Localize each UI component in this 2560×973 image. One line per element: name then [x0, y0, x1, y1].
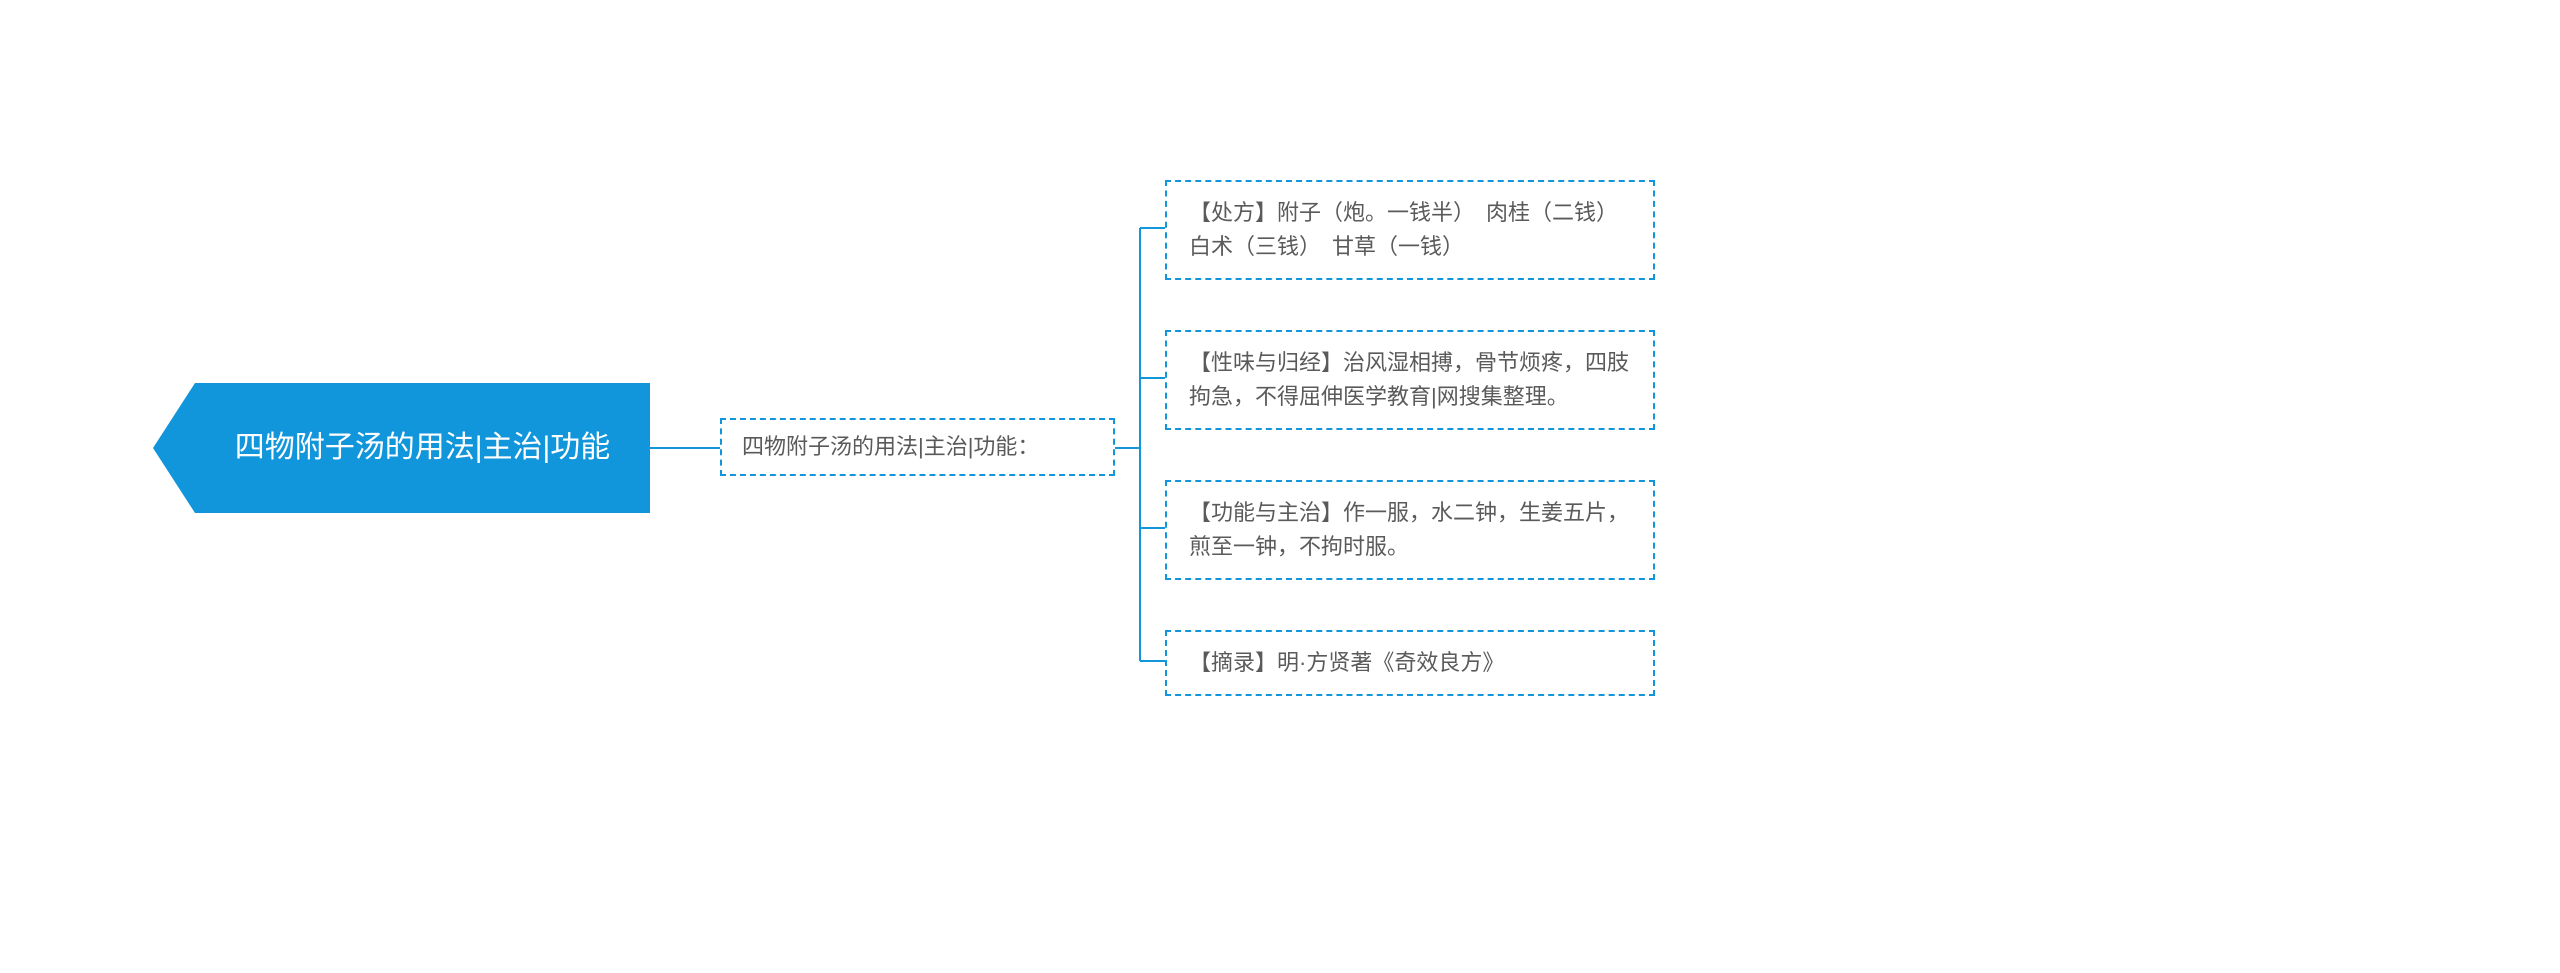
- leaf-label: 【功能与主治】作一服，水二钟，生姜五片，煎至一钟，不拘时服。: [1189, 500, 1629, 559]
- root-node-label: 四物附子汤的用法|主治|功能: [235, 424, 611, 472]
- leaf-label: 【性味与归经】治风湿相搏，骨节烦疼，四肢拘急，不得屈伸医学教育|网搜集整理。: [1189, 350, 1629, 409]
- leaf-node-nature: 【性味与归经】治风湿相搏，骨节烦疼，四肢拘急，不得屈伸医学教育|网搜集整理。: [1165, 330, 1655, 430]
- root-arrow-left: [153, 383, 195, 513]
- leaf-label: 【摘录】明·方贤著《奇效良方》: [1189, 650, 1504, 675]
- leaf-label: 【处方】附子（炮。一钱半） 肉桂（二钱） 白术（三钱） 甘草（一钱）: [1189, 200, 1629, 259]
- sub-node: 四物附子汤的用法|主治|功能：: [720, 418, 1115, 476]
- leaf-node-prescription: 【处方】附子（炮。一钱半） 肉桂（二钱） 白术（三钱） 甘草（一钱）: [1165, 180, 1655, 280]
- leaf-node-function: 【功能与主治】作一服，水二钟，生姜五片，煎至一钟，不拘时服。: [1165, 480, 1655, 580]
- sub-node-label: 四物附子汤的用法|主治|功能：: [742, 430, 1039, 464]
- root-node: 四物附子汤的用法|主治|功能: [195, 383, 650, 513]
- leaf-node-excerpt: 【摘录】明·方贤著《奇效良方》: [1165, 630, 1655, 696]
